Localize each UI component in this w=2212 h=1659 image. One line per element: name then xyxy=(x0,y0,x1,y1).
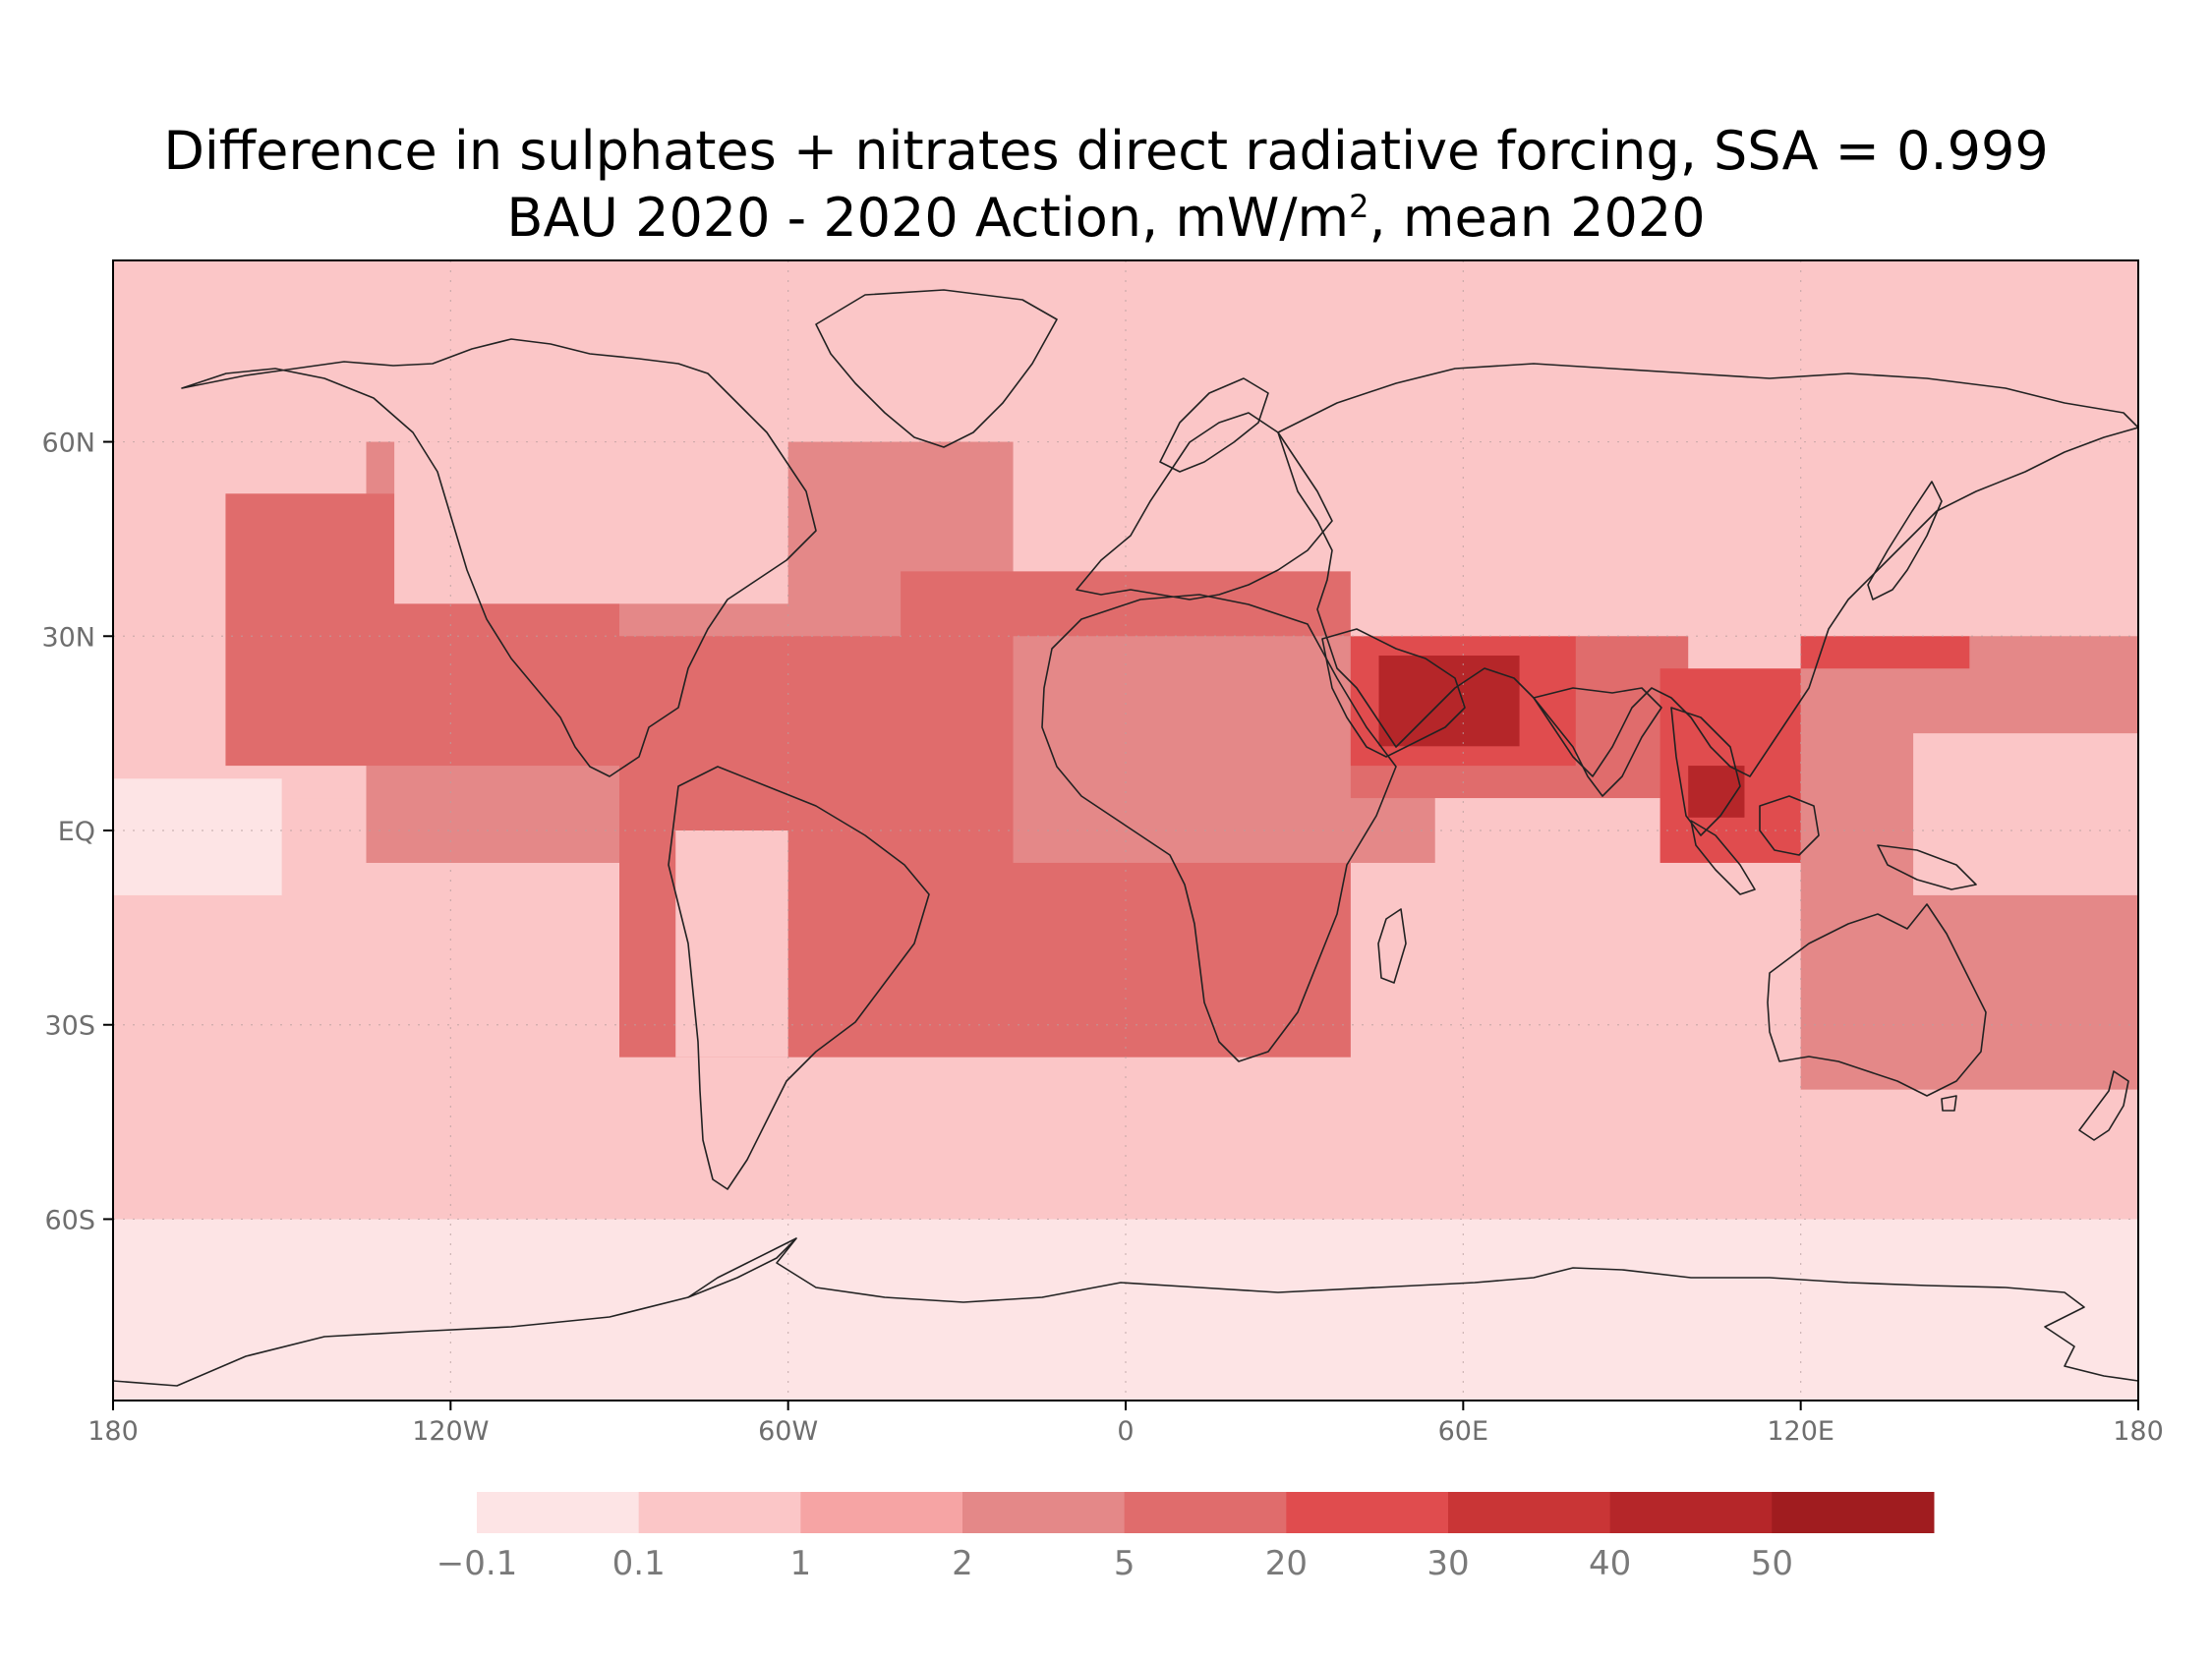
coast-madagascar xyxy=(1377,908,1407,984)
colorbar-swatch xyxy=(1124,1492,1287,1533)
x-tick-label: 180 xyxy=(87,1416,139,1447)
colorbar-swatch xyxy=(1448,1492,1611,1533)
colorbar-label: 2 xyxy=(952,1544,973,1583)
coast-sumatra xyxy=(1690,820,1756,895)
coast-south-america xyxy=(668,766,930,1190)
title-line-2-prefix: BAU 2020 - 2020 Action, mW/m xyxy=(506,187,1350,249)
coast-africa xyxy=(1041,594,1397,1062)
colorbar-label: 40 xyxy=(1589,1544,1631,1583)
field-region xyxy=(1688,766,1745,818)
y-tick-label: EQ xyxy=(58,817,95,847)
colorbar-label: −0.1 xyxy=(437,1544,518,1583)
colorbar-swatch xyxy=(962,1492,1126,1533)
colorbar-label: 30 xyxy=(1426,1544,1469,1583)
coast-tasmania xyxy=(1941,1095,1957,1112)
coast-arabia xyxy=(1321,628,1466,758)
x-tick-label: 60E xyxy=(1438,1416,1488,1447)
coast-asia xyxy=(1277,363,2138,777)
coast-borneo xyxy=(1759,795,1820,856)
coast-india xyxy=(1533,687,1662,797)
colorbar-label: 20 xyxy=(1265,1544,1308,1583)
field-region xyxy=(1913,733,2138,895)
colorbar-label: 5 xyxy=(1114,1544,1135,1583)
coast-europe xyxy=(1076,412,1333,601)
x-tick-label: 120W xyxy=(412,1416,489,1447)
coast-scandinavia xyxy=(1159,377,1269,473)
x-tick-label: 60W xyxy=(758,1416,818,1447)
colorbar-swatch xyxy=(800,1492,963,1533)
x-tick-label: 120E xyxy=(1767,1416,1834,1447)
coast-north-america xyxy=(181,338,817,777)
field-region xyxy=(394,441,788,604)
y-tick-label: 60S xyxy=(45,1205,96,1235)
colorbar-label: 0.1 xyxy=(612,1544,666,1583)
title-line-1: Difference in sulphates + nitrates direc… xyxy=(163,120,2049,182)
coast-new-zealand xyxy=(2078,1070,2129,1141)
colorbar-swatch xyxy=(477,1492,640,1533)
coast-japan xyxy=(1867,481,1943,601)
colorbar-swatch xyxy=(1772,1492,1935,1533)
colorbar-label: 50 xyxy=(1751,1544,1793,1583)
x-axis-ticks: 180 120W 60W 0 60E 120E 180 xyxy=(87,1401,2164,1447)
title-line-2: BAU 2020 - 2020 Action, mW/m2, mean 2020 xyxy=(0,185,2212,252)
coast-southeast-asia xyxy=(1670,707,1741,836)
coast-antarctica xyxy=(113,1237,2138,1387)
coast-australia xyxy=(1767,903,1987,1097)
field-region xyxy=(1350,260,2138,637)
graticule xyxy=(113,260,2138,1401)
field-region xyxy=(113,778,282,895)
field-region xyxy=(113,1219,2138,1401)
field-region xyxy=(675,830,788,1058)
coast-new-guinea xyxy=(1877,844,1977,890)
y-tick-label: 30N xyxy=(41,622,95,653)
colorbar-label: 1 xyxy=(790,1544,812,1583)
y-tick-label: 30S xyxy=(45,1011,96,1042)
y-axis-ticks: 60N 30N EQ 30S 60S xyxy=(41,429,113,1235)
colorbar-swatch xyxy=(1286,1492,1449,1533)
coast-greenland xyxy=(815,289,1058,448)
x-tick-label: 180 xyxy=(2113,1416,2164,1447)
colorbar: −0.1 0.1 1 2 5 20 30 40 50 xyxy=(437,1492,1935,1583)
y-tick-label: 60N xyxy=(41,429,95,459)
title-superscript: 2 xyxy=(1349,188,1369,225)
title-line-2-suffix: , mean 2020 xyxy=(1368,187,1706,249)
coast-antarctic-peninsula xyxy=(687,1237,797,1298)
coastlines xyxy=(113,289,2138,1387)
colorbar-swatch xyxy=(1609,1492,1773,1533)
field-region xyxy=(1378,656,1520,747)
x-tick-label: 0 xyxy=(1117,1416,1134,1447)
colorbar-swatch xyxy=(638,1492,801,1533)
title-block: Difference in sulphates + nitrates direc… xyxy=(0,118,2212,252)
